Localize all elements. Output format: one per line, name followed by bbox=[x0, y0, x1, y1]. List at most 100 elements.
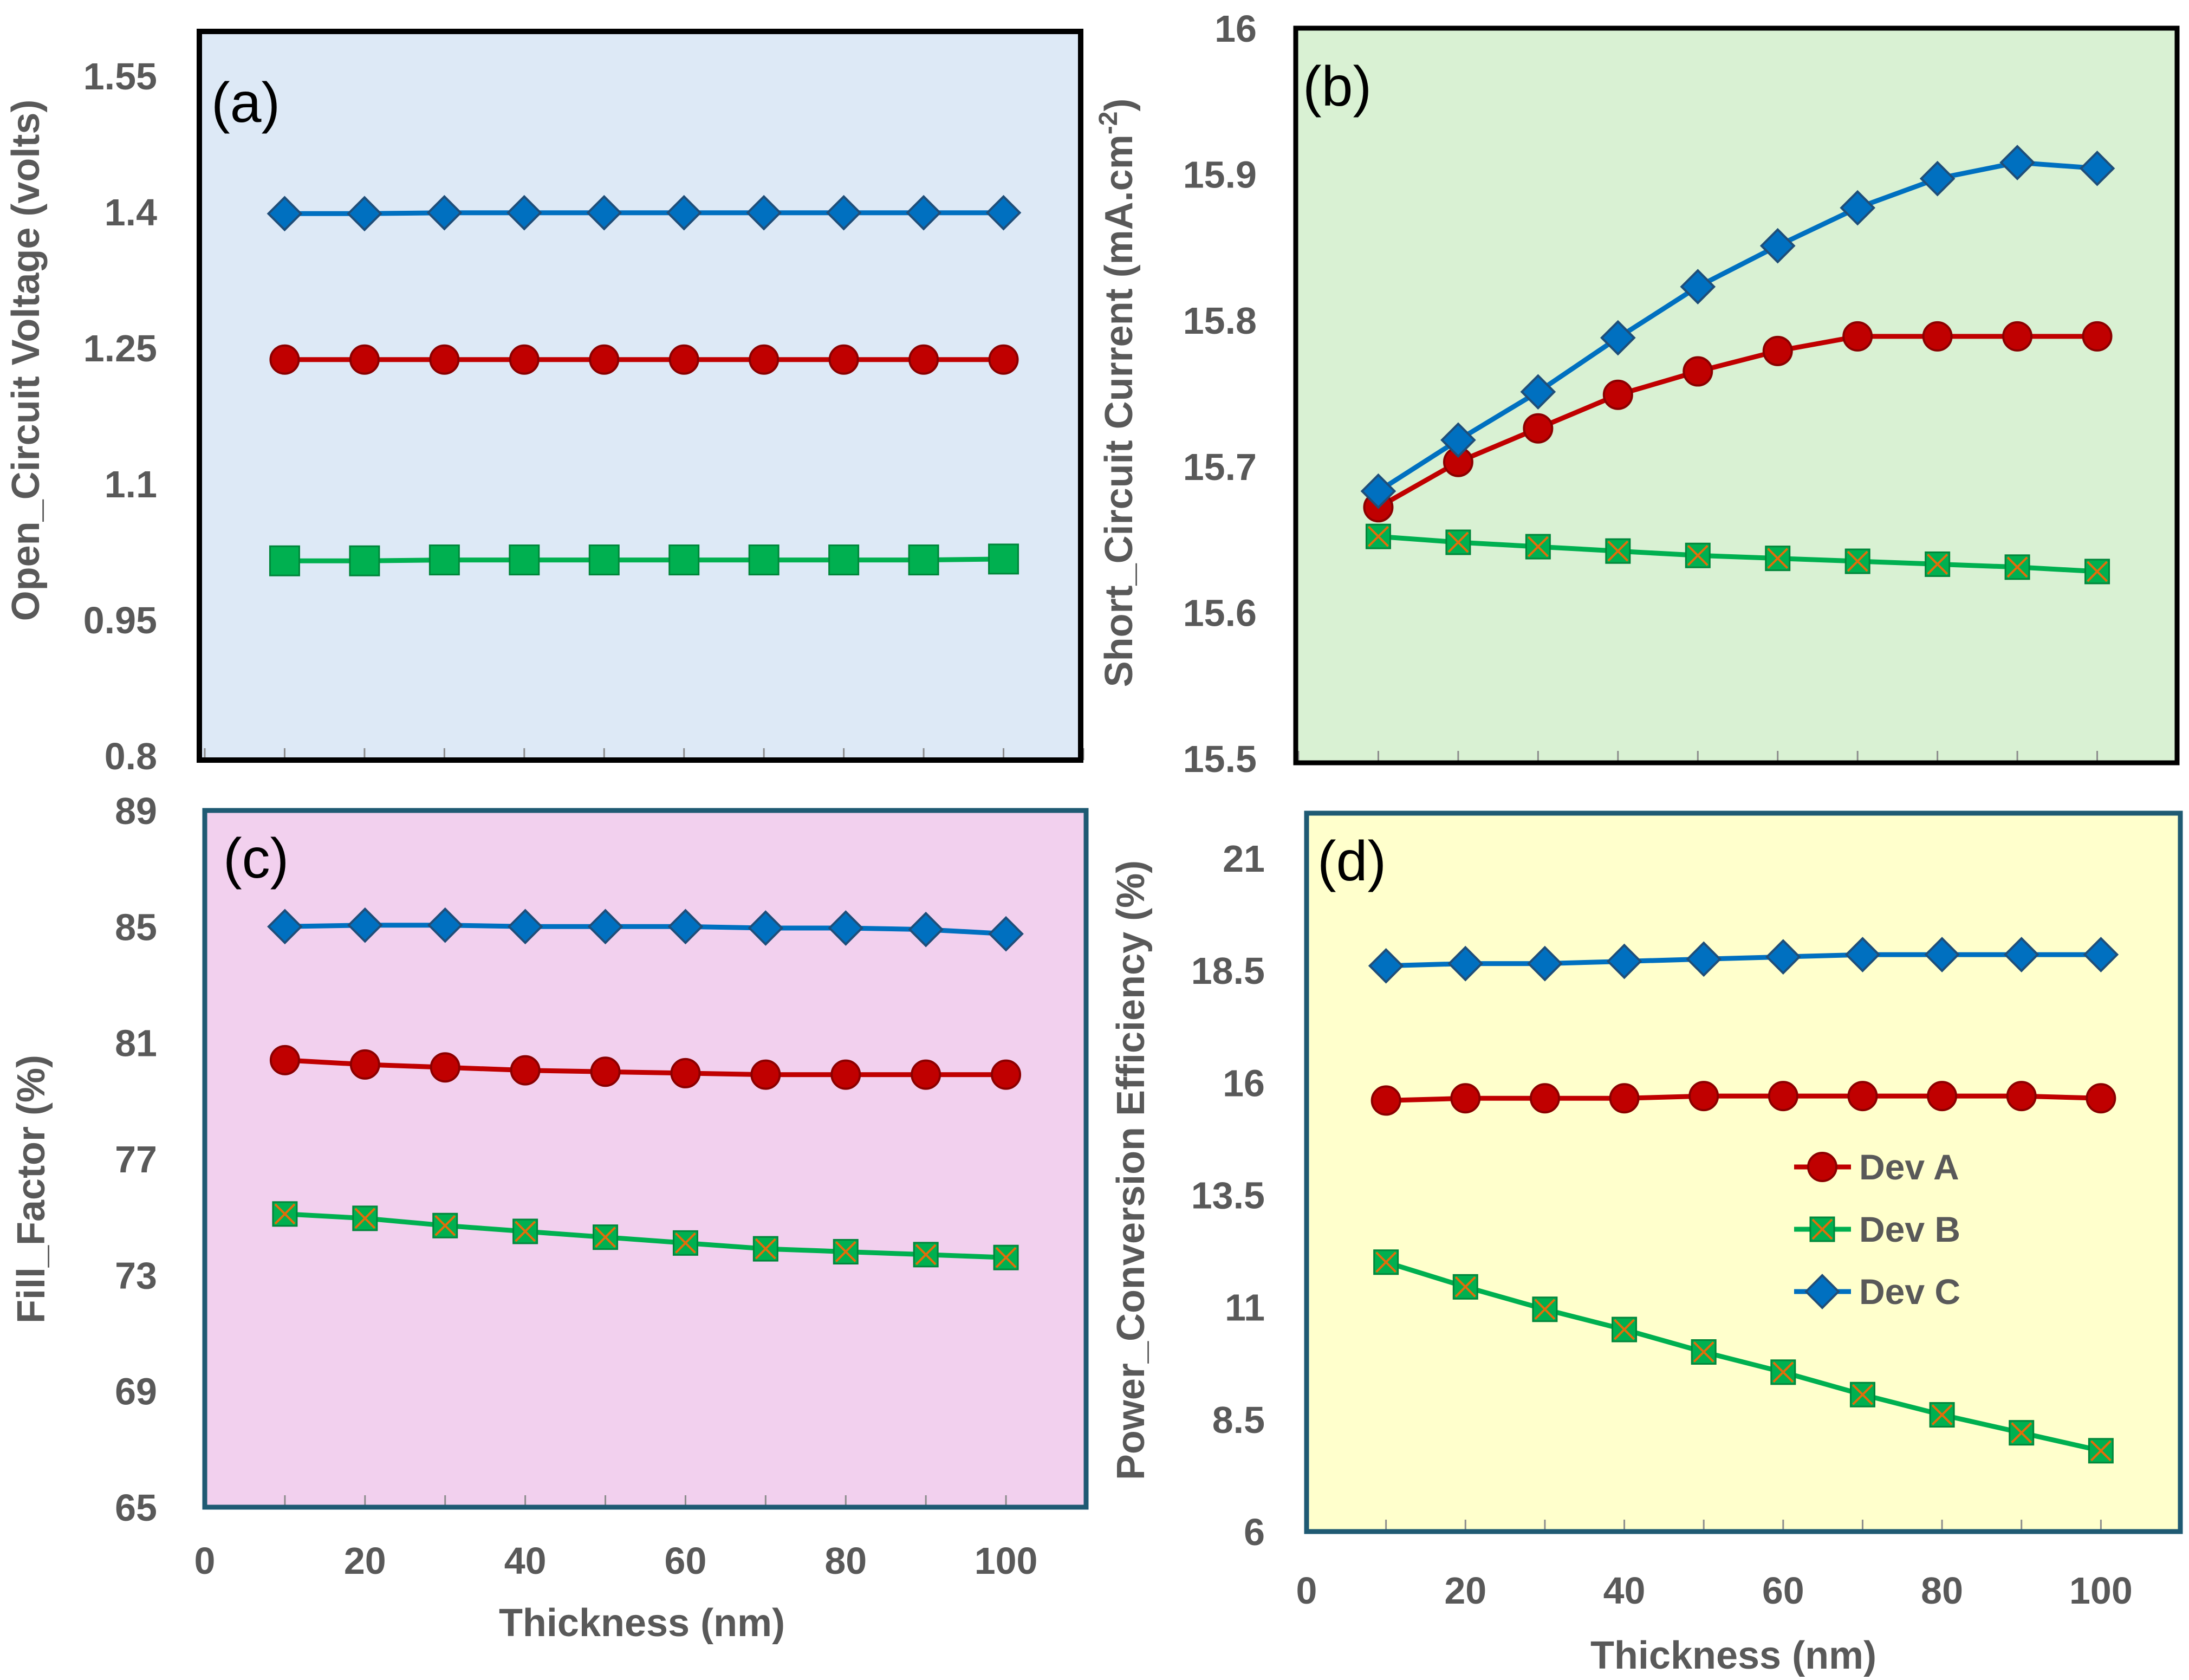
data-point bbox=[1999, 145, 2035, 180]
data-point bbox=[1919, 160, 1956, 197]
data-point bbox=[2079, 150, 2115, 186]
data-point bbox=[349, 1049, 380, 1080]
series-dev-c bbox=[1360, 145, 2115, 509]
data-point bbox=[1770, 1359, 1796, 1385]
panel-label: (c) bbox=[223, 827, 289, 890]
chart-panel-b: 15.5 15.6 15.7 15.8 15.9 16 Short_Circuit Curr… bbox=[1094, 8, 2180, 780]
legend-marker bbox=[1809, 1216, 1835, 1242]
data-point bbox=[269, 344, 300, 375]
data-point bbox=[2082, 321, 2113, 352]
data-point bbox=[427, 907, 463, 943]
series-line bbox=[1377, 334, 2097, 510]
series-line bbox=[284, 556, 1004, 563]
data-point bbox=[1925, 551, 1951, 577]
legend-marker bbox=[1804, 1274, 1840, 1309]
data-point bbox=[1686, 941, 1722, 977]
x-tick-label: 80 bbox=[824, 1540, 867, 1582]
data-point bbox=[908, 544, 939, 576]
data-point bbox=[586, 194, 622, 231]
data-point bbox=[2002, 321, 2033, 352]
data-point bbox=[1445, 529, 1471, 555]
y-tick-label: 13.5 bbox=[1191, 1174, 1265, 1216]
y-tick-label: 15.8 bbox=[1183, 300, 1257, 342]
legend-item-dev-c: Dev C bbox=[1794, 1272, 1960, 1312]
data-point bbox=[267, 909, 303, 945]
data-point bbox=[1612, 1316, 1638, 1342]
data-point bbox=[667, 909, 704, 945]
panel-label: (d) bbox=[1317, 830, 1386, 893]
data-point bbox=[1525, 534, 1551, 560]
data-point bbox=[913, 1242, 939, 1268]
data-point bbox=[430, 1052, 460, 1083]
data-point bbox=[2004, 554, 2030, 580]
x-tick-label: 0 bbox=[194, 1540, 216, 1582]
series-line bbox=[284, 210, 1004, 216]
panel-label: (b) bbox=[1303, 55, 1372, 118]
data-point bbox=[1447, 945, 1484, 982]
data-point bbox=[1927, 1081, 1958, 1112]
data-point bbox=[833, 1238, 859, 1264]
series-line bbox=[284, 1058, 1006, 1078]
data-point bbox=[1844, 548, 1870, 574]
y-tick-label: 11 bbox=[1225, 1287, 1265, 1329]
legend-label: Dev B bbox=[1859, 1209, 1960, 1249]
data-point bbox=[670, 1058, 701, 1088]
data-point bbox=[748, 544, 780, 576]
legend-item-dev-a: Dev A bbox=[1794, 1147, 1959, 1187]
y-tick-label: 69 bbox=[115, 1371, 157, 1413]
data-point bbox=[509, 344, 540, 375]
data-point bbox=[272, 1201, 298, 1227]
plot-border bbox=[202, 808, 1089, 1510]
y-tick-label: 18.5 bbox=[1191, 950, 1265, 992]
data-point bbox=[1924, 937, 1960, 972]
x-axis-title: Thickness (nm) bbox=[499, 1601, 785, 1645]
data-point bbox=[1759, 228, 1796, 264]
data-point bbox=[752, 1236, 778, 1262]
data-point bbox=[826, 194, 862, 231]
plot-border bbox=[1293, 25, 2180, 766]
data-point bbox=[749, 344, 780, 375]
data-point bbox=[750, 1059, 781, 1090]
chart-panel-c: 65 69 73 77 81 85 89 0 20 40 60 80 100 Fill_Factor (%… bbox=[10, 790, 1089, 1645]
data-point bbox=[510, 1055, 541, 1086]
chart-panel-a: 0.8 0.95 1.1 1.25 1.4 1.55 Open_Circuit Voltag… bbox=[4, 29, 1084, 777]
y-axis-title: Fill_Factor (%) bbox=[10, 1055, 53, 1324]
x-tick-label: 60 bbox=[665, 1540, 707, 1582]
data-point bbox=[668, 544, 700, 576]
data-point bbox=[428, 544, 460, 576]
y-axis-title: Power_Conversion Efficiency (%) bbox=[1109, 860, 1153, 1480]
legend-marker bbox=[1807, 1152, 1837, 1182]
data-point bbox=[1768, 1081, 1798, 1112]
data-point bbox=[1762, 335, 1793, 366]
y-tick-label: 16 bbox=[1214, 8, 1257, 50]
y-tick-label: 15.5 bbox=[1183, 738, 1257, 780]
y-tick-label: 1.25 bbox=[83, 327, 157, 369]
data-point bbox=[2084, 559, 2110, 585]
plot-background bbox=[1307, 813, 2180, 1532]
legend: Dev A Dev B Dev C bbox=[1794, 1147, 1960, 1312]
data-point bbox=[830, 1059, 861, 1090]
legend-label: Dev A bbox=[1859, 1147, 1959, 1187]
y-tick-label: 21 bbox=[1223, 838, 1265, 880]
data-point bbox=[1602, 379, 1633, 410]
data-point bbox=[590, 1056, 621, 1087]
data-point bbox=[1370, 1085, 1401, 1116]
series-dev-a bbox=[1363, 321, 2113, 523]
data-point bbox=[588, 544, 620, 576]
series-dev-c bbox=[267, 194, 1022, 232]
data-point bbox=[1849, 1381, 1875, 1407]
data-point bbox=[1844, 937, 1881, 972]
plot-border bbox=[1304, 810, 2183, 1534]
series-line bbox=[1378, 534, 2097, 574]
data-point bbox=[267, 196, 303, 232]
y-tick-label: 1.55 bbox=[83, 55, 157, 98]
data-point bbox=[1929, 1402, 1955, 1428]
x-tick-label: 40 bbox=[1603, 1569, 1646, 1612]
y-tick-label: 0.8 bbox=[105, 735, 157, 777]
series-dev-c bbox=[1368, 937, 2119, 984]
data-point bbox=[587, 909, 623, 945]
data-point bbox=[349, 545, 380, 576]
y-axis-title: Open_Circuit Voltage (volts) bbox=[4, 100, 48, 621]
x-tick-label: 100 bbox=[975, 1540, 1038, 1582]
data-point bbox=[349, 344, 380, 375]
